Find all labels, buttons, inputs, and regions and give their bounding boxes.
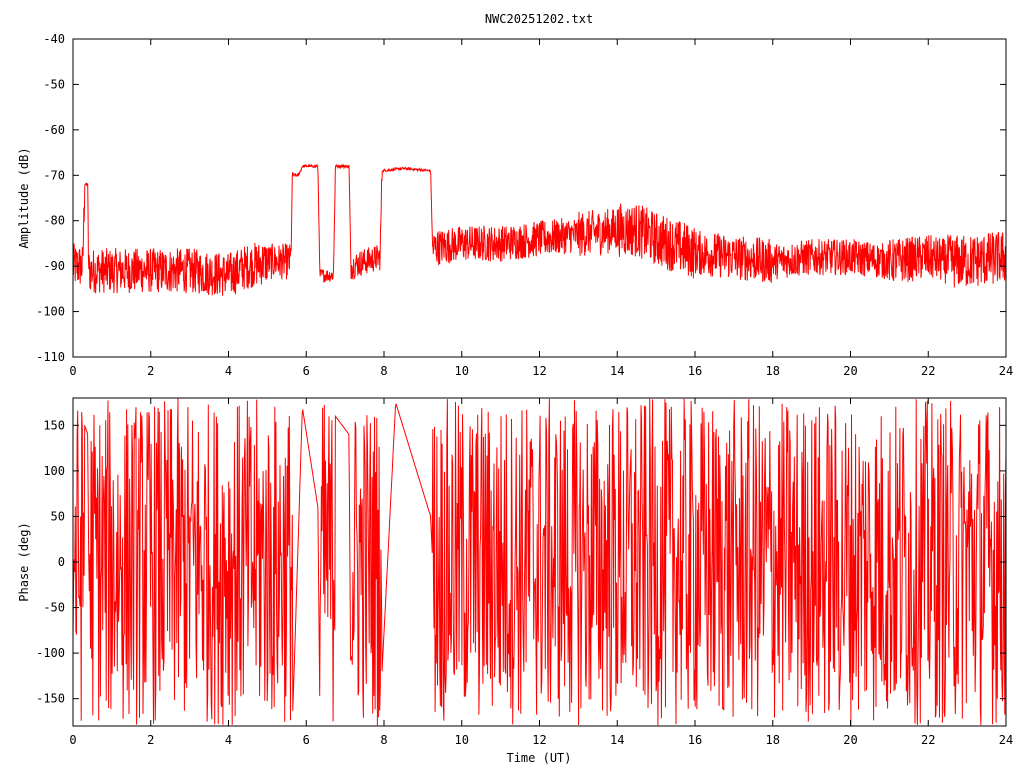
phase-x-axis-label: Time (UT) [506, 751, 571, 765]
amplitude-x-tick-label: 16 [688, 364, 702, 378]
phase-x-tick-label: 0 [69, 733, 76, 747]
phase-y-tick-label: -150 [36, 692, 65, 706]
amplitude-x-tick-label: 24 [999, 364, 1013, 378]
amplitude-x-tick-label: 4 [225, 364, 232, 378]
phase-x-tick-label: 2 [147, 733, 154, 747]
phase-x-tick-label: 14 [610, 733, 624, 747]
amplitude-y-tick-label: -40 [43, 32, 65, 46]
amplitude-x-tick-label: 10 [455, 364, 469, 378]
phase-x-tick-label: 10 [455, 733, 469, 747]
phase-y-tick-label: 100 [43, 464, 65, 478]
amplitude-x-tick-label: 2 [147, 364, 154, 378]
amplitude-x-tick-label: 18 [766, 364, 780, 378]
amplitude-y-tick-label: -50 [43, 77, 65, 91]
amplitude-y-tick-label: -110 [36, 350, 65, 364]
amplitude-x-tick-label: 22 [921, 364, 935, 378]
amplitude-series-line [72, 163, 1007, 296]
phase-y-tick-label: -50 [43, 601, 65, 615]
phase-x-tick-label: 16 [688, 733, 702, 747]
amplitude-x-tick-label: 8 [380, 364, 387, 378]
phase-x-tick-label: 22 [921, 733, 935, 747]
amplitude-x-tick-label: 12 [532, 364, 546, 378]
amplitude-x-tick-label: 20 [843, 364, 857, 378]
phase-series-line [72, 398, 1007, 726]
phase-axis-ticks: 0 2 4 6 8 10 12 14 16 18 20 22 24-150-100-5005010015… [36, 398, 1013, 747]
amplitude-y-tick-label: -80 [43, 214, 65, 228]
phase-y-tick-label: 150 [43, 418, 65, 432]
phase-y-tick-label: -100 [36, 646, 65, 660]
amplitude-x-tick-label: 0 [69, 364, 76, 378]
amplitude-y-axis-label: Amplitude (dB) [17, 147, 31, 248]
amplitude-x-tick-label: 14 [610, 364, 624, 378]
amplitude-y-tick-label: -60 [43, 123, 65, 137]
phase-y-tick-label: 0 [58, 555, 65, 569]
phase-y-axis-label: Phase (deg) [17, 522, 31, 601]
amplitude-y-tick-label: -90 [43, 259, 65, 273]
amplitude-axis-ticks: 0 2 4 6 8 10 12 14 16 18 20 22 24-110-100-90-80-70-6… [36, 32, 1013, 378]
amplitude-y-tick-label: -70 [43, 168, 65, 182]
phase-x-tick-label: 4 [225, 733, 232, 747]
amplitude-y-tick-label: -100 [36, 305, 65, 319]
phase-panel: 0 2 4 6 8 10 12 14 16 18 20 22 24-150-100-5005010015… [17, 397, 1013, 765]
phase-trace [72, 398, 1007, 726]
chart-title: NWC20251202.txt [485, 12, 593, 26]
phase-x-tick-label: 8 [380, 733, 387, 747]
phase-x-tick-label: 20 [843, 733, 857, 747]
phase-x-tick-label: 18 [766, 733, 780, 747]
phase-x-tick-label: 24 [999, 733, 1013, 747]
amplitude-panel: 0 2 4 6 8 10 12 14 16 18 20 22 24-110-100-90-80-70-6… [17, 32, 1013, 378]
phase-x-tick-label: 12 [532, 733, 546, 747]
amplitude-trace [72, 163, 1007, 296]
amplitude-plot-frame [72, 38, 1007, 358]
amplitude-x-tick-label: 6 [303, 364, 310, 378]
phase-x-tick-label: 6 [303, 733, 310, 747]
phase-y-tick-label: 50 [51, 509, 65, 523]
